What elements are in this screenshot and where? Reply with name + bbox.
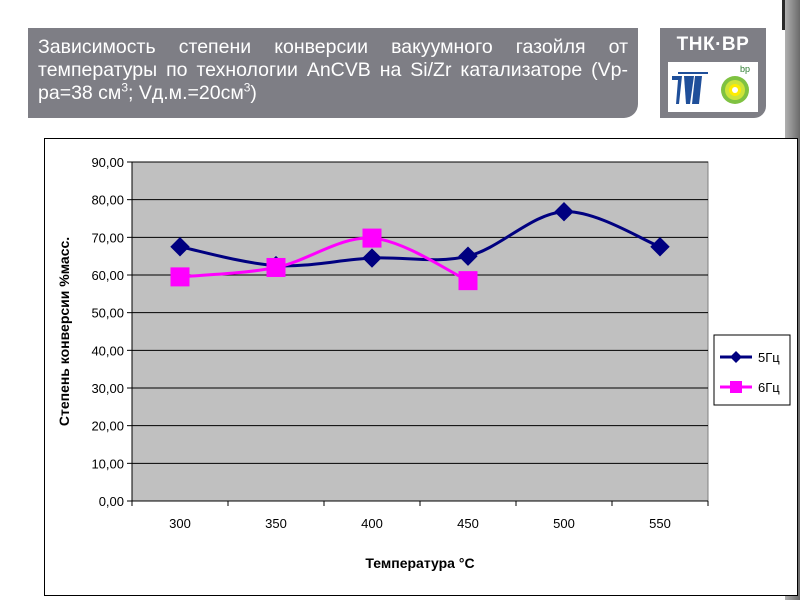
y-tick-label: 10,00 — [91, 456, 124, 471]
series-1 — [170, 228, 478, 291]
bp-helios-icon — [721, 76, 749, 104]
bp-label: bp — [740, 64, 750, 74]
logo-wordmark: ТНК·ВР — [676, 34, 750, 55]
title-end: ) — [250, 82, 257, 104]
x-tick-label: 350 — [265, 516, 287, 531]
tnk-mark-icon — [672, 72, 708, 104]
title-banner: Зависимость степени конверсии вакуумного… — [28, 28, 638, 118]
chart: 300 350 400 450 500 550 0,00 10,00 20,00 30,00 40… — [56, 155, 791, 571]
y-tick-label: 0,00 — [99, 494, 124, 509]
data-point — [362, 248, 382, 268]
y-tick-label: 80,00 — [91, 193, 124, 208]
chart-container: 300 350 400 450 500 550 0,00 10,00 20,00 30,00 40… — [44, 138, 798, 596]
legend-label: 6Гц — [758, 380, 780, 395]
y-axis-label: Степень конверсии %масс. — [56, 237, 72, 426]
title-mid: ; Vд.м.=20см — [128, 82, 244, 104]
grid-lines — [131, 161, 708, 502]
series-layer — [170, 202, 670, 291]
legend-marker — [730, 381, 742, 393]
legend-label: 5Гц — [758, 350, 780, 365]
y-tick-label: 50,00 — [91, 306, 124, 321]
data-point — [362, 228, 382, 248]
plot-area — [131, 161, 709, 502]
x-tick-label: 400 — [361, 516, 383, 531]
x-tick-label: 550 — [649, 516, 671, 531]
data-point — [170, 237, 190, 257]
legend-marker — [730, 351, 742, 363]
y-tick-label: 20,00 — [91, 419, 124, 434]
y-tick-label: 60,00 — [91, 268, 124, 283]
data-point — [650, 237, 670, 257]
x-axis-ticks: 300 350 400 450 500 550 — [131, 501, 709, 531]
y-tick-label: 30,00 — [91, 381, 124, 396]
y-tick-label: 40,00 — [91, 343, 124, 358]
title-superscript-1: 3 — [121, 80, 129, 95]
title-main: Зависимость степени конверсии вакуумного… — [38, 36, 628, 104]
data-point — [266, 257, 286, 277]
slide-title: Зависимость степени конверсии вакуумного… — [38, 36, 628, 105]
title-superscript-2: 3 — [243, 80, 251, 95]
data-point — [458, 271, 478, 291]
x-tick-label: 500 — [553, 516, 575, 531]
legend: 5Гц 6Гц — [713, 334, 791, 406]
y-tick-label: 90,00 — [91, 155, 124, 170]
y-axis-ticks: 0,00 10,00 20,00 30,00 40,00 50,00 60,00 70,00 8… — [91, 155, 132, 509]
x-tick-label: 450 — [457, 516, 479, 531]
company-logo: ТНК·ВР bp — [660, 28, 766, 118]
data-point — [458, 246, 478, 266]
logo-emblem: bp — [672, 64, 750, 104]
logo-emblem-area: bp — [668, 62, 758, 112]
legend-box — [713, 334, 791, 406]
x-axis-label: Температура °С — [365, 555, 474, 571]
data-point — [170, 267, 190, 287]
y-tick-label: 70,00 — [91, 230, 124, 245]
x-tick-label: 300 — [169, 516, 191, 531]
series-line — [179, 236, 469, 283]
data-point — [554, 202, 574, 222]
